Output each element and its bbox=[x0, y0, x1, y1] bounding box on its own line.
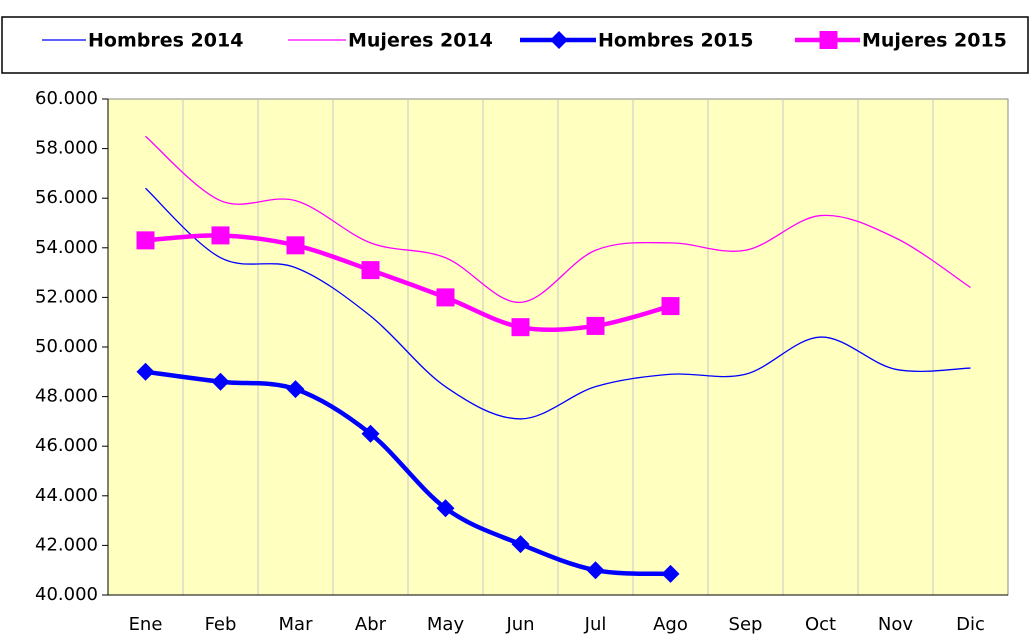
y-tick-label: 52.000 bbox=[35, 286, 98, 307]
marker bbox=[361, 261, 380, 280]
marker bbox=[436, 499, 455, 518]
marker bbox=[511, 318, 530, 337]
legend-label: Hombres 2015 bbox=[598, 30, 753, 52]
legend-marker bbox=[550, 31, 568, 49]
legend-label: Mujeres 2015 bbox=[862, 30, 1007, 52]
marker bbox=[211, 226, 230, 245]
y-tick-label: 40.000 bbox=[35, 584, 98, 605]
x-tick-label: Nov bbox=[878, 614, 913, 635]
y-tick-label: 56.000 bbox=[35, 187, 98, 208]
series-line bbox=[145, 187, 971, 420]
marker bbox=[286, 380, 305, 399]
marker bbox=[286, 236, 305, 255]
x-tick-label: Mar bbox=[279, 614, 314, 635]
marker bbox=[586, 561, 605, 580]
y-tick-label: 44.000 bbox=[35, 485, 98, 506]
marker bbox=[661, 564, 680, 583]
legend-box bbox=[1, 16, 1029, 74]
series-line bbox=[145, 135, 971, 304]
marker bbox=[586, 316, 605, 335]
series-line bbox=[145, 369, 671, 577]
legend-marker bbox=[819, 31, 838, 49]
y-tick-label: 60.000 bbox=[35, 88, 98, 109]
y-tick-label: 58.000 bbox=[35, 138, 98, 159]
x-tick-label: Sep bbox=[729, 614, 763, 635]
x-tick-label: Abr bbox=[355, 614, 387, 635]
x-tick-label: May bbox=[427, 614, 465, 635]
legend-label: Mujeres 2014 bbox=[348, 30, 493, 52]
marker bbox=[211, 372, 230, 391]
x-tick-label: Ago bbox=[653, 614, 688, 635]
x-tick-label: Oct bbox=[805, 614, 836, 635]
marker bbox=[136, 362, 155, 381]
y-tick-label: 46.000 bbox=[35, 435, 98, 456]
x-tick-label: Jul bbox=[584, 614, 607, 635]
x-tick-label: Feb bbox=[205, 614, 237, 635]
x-tick-label: Ene bbox=[129, 614, 163, 635]
y-tick-label: 42.000 bbox=[35, 534, 98, 555]
marker bbox=[136, 231, 155, 250]
y-tick-label: 48.000 bbox=[35, 386, 98, 407]
marker bbox=[436, 288, 455, 307]
y-tick-label: 54.000 bbox=[35, 237, 98, 258]
marker bbox=[511, 535, 530, 554]
legend-label: Hombres 2014 bbox=[88, 30, 243, 52]
marker bbox=[661, 297, 680, 316]
marker bbox=[361, 424, 380, 443]
y-tick-label: 50.000 bbox=[35, 336, 98, 357]
x-tick-label: Dic bbox=[956, 614, 985, 635]
x-tick-label: Jun bbox=[505, 614, 534, 635]
